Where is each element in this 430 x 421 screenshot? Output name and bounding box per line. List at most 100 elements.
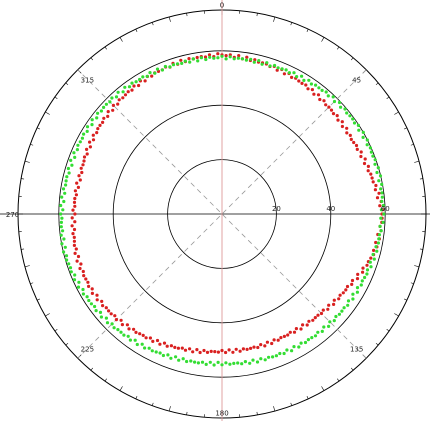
series-point (62, 250, 66, 254)
series-point (309, 82, 313, 86)
series-point (282, 334, 286, 338)
series-point (91, 133, 95, 137)
series-point (316, 93, 321, 97)
series-point (212, 363, 216, 367)
ring-tick (104, 378, 107, 382)
series-point (163, 64, 167, 69)
series-point (275, 68, 279, 72)
series-point (126, 334, 130, 338)
series-point (90, 118, 94, 122)
series-point (151, 339, 155, 343)
series-point (244, 58, 248, 62)
series-point (143, 346, 147, 350)
series-point (340, 309, 344, 313)
series-point (88, 140, 92, 144)
series-point (373, 188, 377, 192)
ring-tick (45, 111, 50, 115)
series-point (224, 361, 228, 365)
series-point (352, 140, 356, 145)
series-point (84, 277, 88, 281)
series-point (208, 55, 212, 59)
series-point (121, 96, 125, 100)
ring-tick (168, 406, 171, 412)
ring-tick (54, 329, 58, 332)
series-point (102, 116, 106, 120)
series-point (374, 240, 378, 245)
ring-tick (290, 22, 293, 26)
series-point (313, 316, 317, 320)
ring-tick (306, 396, 309, 400)
series-point (320, 88, 324, 92)
series-point (361, 135, 365, 139)
series-point (357, 128, 361, 132)
series-point (243, 360, 247, 364)
series-point (60, 242, 64, 246)
ring-tick (410, 282, 414, 285)
series-point (282, 72, 286, 76)
series-point (130, 81, 134, 85)
ring-tick (256, 13, 258, 17)
series-point (72, 200, 77, 204)
series-point (59, 203, 63, 208)
series-point (366, 164, 370, 168)
series-point (322, 99, 326, 103)
series-point (232, 57, 236, 61)
series-point (297, 345, 301, 349)
series-point (168, 65, 172, 69)
series-point (61, 229, 65, 233)
series-point (259, 343, 263, 347)
series-point (102, 105, 106, 109)
series-point (98, 123, 102, 127)
series-point (359, 283, 363, 287)
series-point (348, 114, 352, 118)
series-point (209, 349, 213, 353)
series-point (202, 348, 206, 353)
series-point (380, 191, 384, 195)
series-point (69, 158, 73, 162)
series-point (59, 220, 64, 224)
series-point (180, 346, 184, 350)
series-point (87, 284, 91, 288)
series-point (69, 270, 73, 274)
series-point (377, 237, 381, 241)
series-point (360, 279, 364, 283)
series-point (371, 180, 375, 184)
series-point (150, 74, 154, 78)
series-point (110, 96, 114, 100)
series-point (100, 299, 104, 303)
series-point (382, 212, 386, 216)
series-point (314, 83, 318, 87)
ring-tick (151, 402, 154, 406)
series-point (135, 342, 139, 347)
series-point (189, 359, 193, 363)
series-point (176, 346, 180, 350)
series-point (98, 310, 103, 314)
labels-layer: 0 45 135 180 225 270 315 20 40 60 (6, 2, 390, 418)
series-point (106, 114, 110, 118)
series-point (343, 107, 347, 111)
series-point (337, 100, 342, 105)
series-point (73, 155, 77, 159)
series-point (196, 59, 200, 63)
series-point (363, 157, 367, 161)
series-point (335, 114, 339, 118)
series-point (265, 61, 269, 65)
ring-tick (394, 111, 399, 115)
series-point (380, 199, 384, 203)
series-point (379, 208, 383, 212)
series-point (327, 303, 331, 307)
series-point (111, 108, 115, 112)
series-point (79, 262, 83, 266)
ring-tick (65, 342, 69, 346)
series-point (101, 120, 105, 124)
series-point (191, 57, 195, 61)
series-point (228, 55, 232, 59)
series-point (299, 341, 303, 345)
series-point (297, 79, 301, 83)
series-point (349, 137, 353, 141)
series-point (248, 361, 252, 365)
series-point (372, 257, 376, 261)
series-point (271, 355, 275, 359)
series-point (279, 336, 283, 340)
series-point (344, 288, 348, 292)
